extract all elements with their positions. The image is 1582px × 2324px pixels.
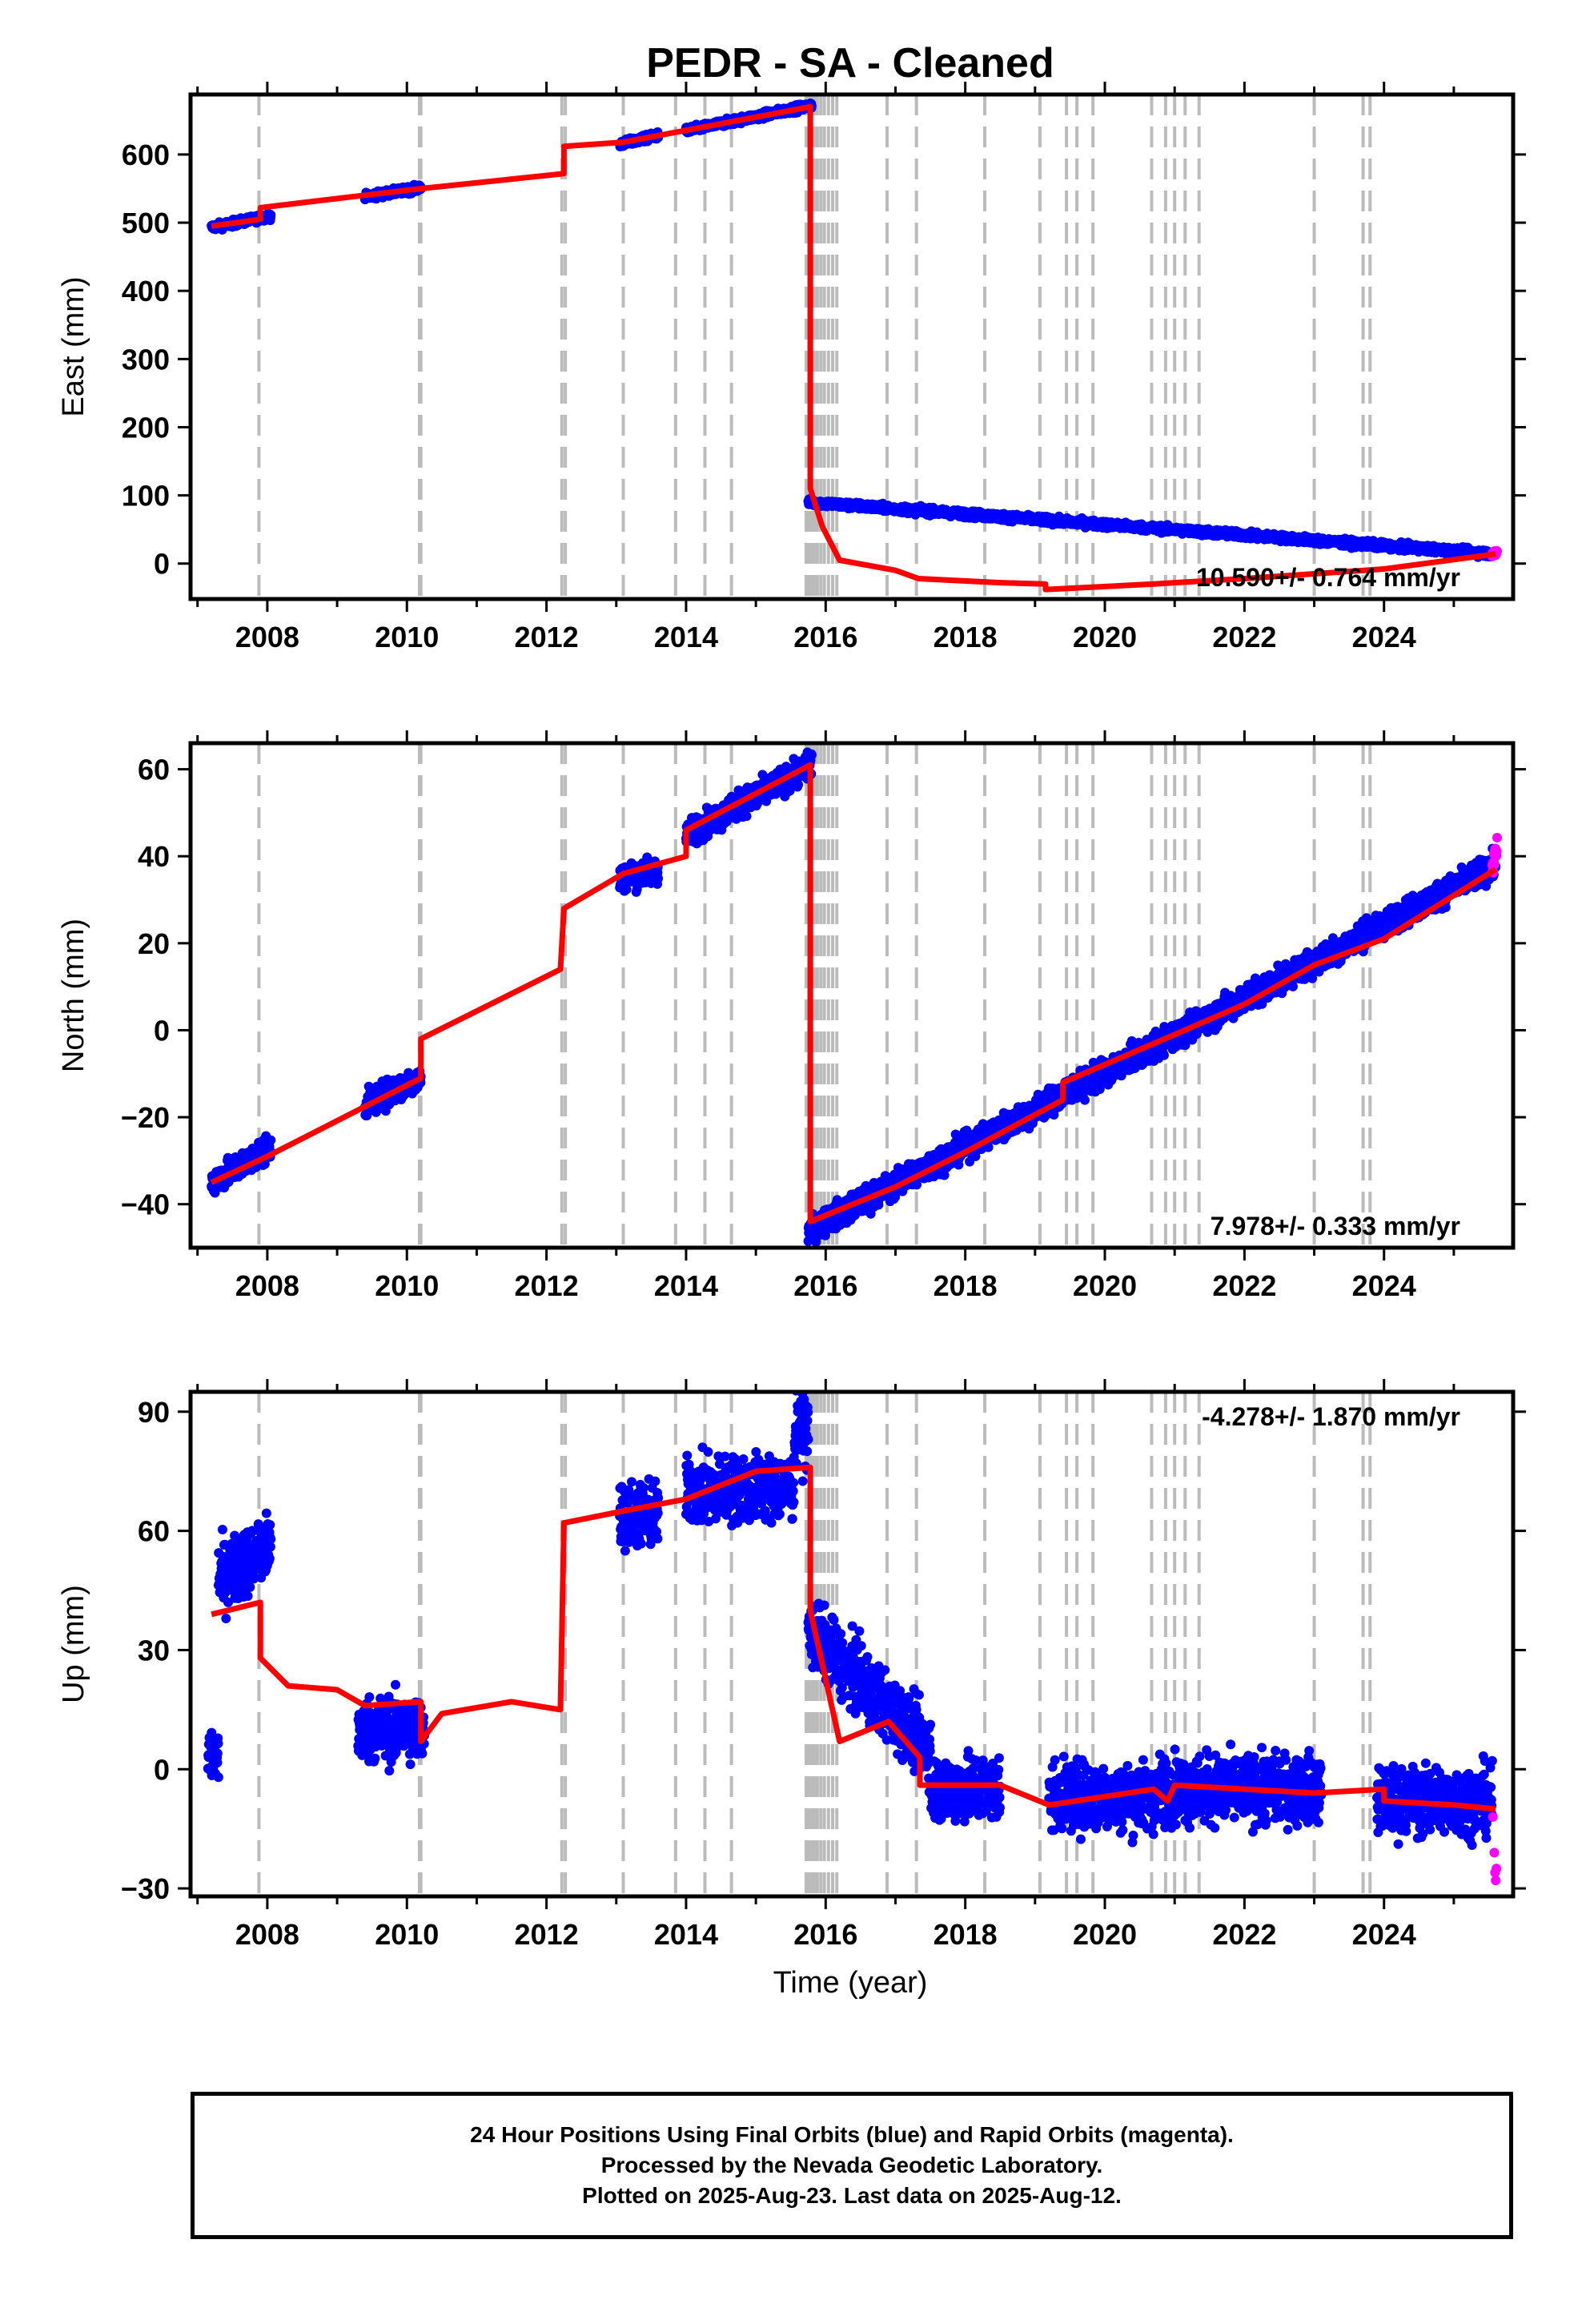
- y-tick-label: 200: [122, 411, 170, 444]
- y-axis-label: East (mm): [57, 276, 90, 416]
- data-point: [621, 884, 632, 895]
- data-layer: [207, 747, 1502, 1247]
- data-point: [806, 750, 817, 760]
- data-point: [741, 811, 752, 822]
- x-tick-label: 2016: [793, 621, 857, 653]
- data-point: [259, 1159, 270, 1169]
- data-point: [266, 1135, 276, 1145]
- x-tick-label: 2020: [1073, 621, 1137, 653]
- figure-title: PEDR - SA - Cleaned: [646, 40, 1054, 86]
- y-tick-label: 300: [122, 343, 170, 376]
- data-point: [266, 210, 276, 220]
- model-fit-line: [211, 103, 1496, 593]
- x-tick-label: 2008: [235, 621, 299, 653]
- data-point: [793, 779, 804, 790]
- y-tick-label: 400: [122, 275, 170, 308]
- x-tick-label: 2018: [934, 621, 998, 653]
- y-tick-label: 500: [122, 207, 170, 239]
- x-tick-label: 2014: [654, 621, 718, 653]
- data-point: [632, 884, 642, 895]
- panels: 2008 2010 2012 2014 2016 2018 2020 2022 2024 0 100…: [57, 82, 1526, 1951]
- rate-annotation: 10.590+/- 0.764 mm/yr: [1196, 563, 1460, 592]
- x-tick-label: 2024: [1352, 621, 1416, 653]
- x-tick-label: 2010: [375, 621, 439, 653]
- panel-north: 2008 2010 2012 2014 2016 2018 2020 2022 2024−40−…: [57, 730, 1526, 1302]
- panel-east: 2008 2010 2012 2014 2016 2018 2020 2022 2024 0 100…: [57, 82, 1526, 653]
- x-tick-label: 2012: [515, 621, 579, 653]
- x-tick-label: 2022: [1212, 621, 1276, 653]
- data-point: [653, 873, 664, 883]
- data-layer: [207, 99, 1502, 593]
- y-tick-label: 100: [122, 480, 170, 513]
- y-tick-label: 600: [122, 139, 170, 171]
- plot-frame: [188, 92, 1516, 601]
- y-tick-label: 0: [154, 548, 170, 581]
